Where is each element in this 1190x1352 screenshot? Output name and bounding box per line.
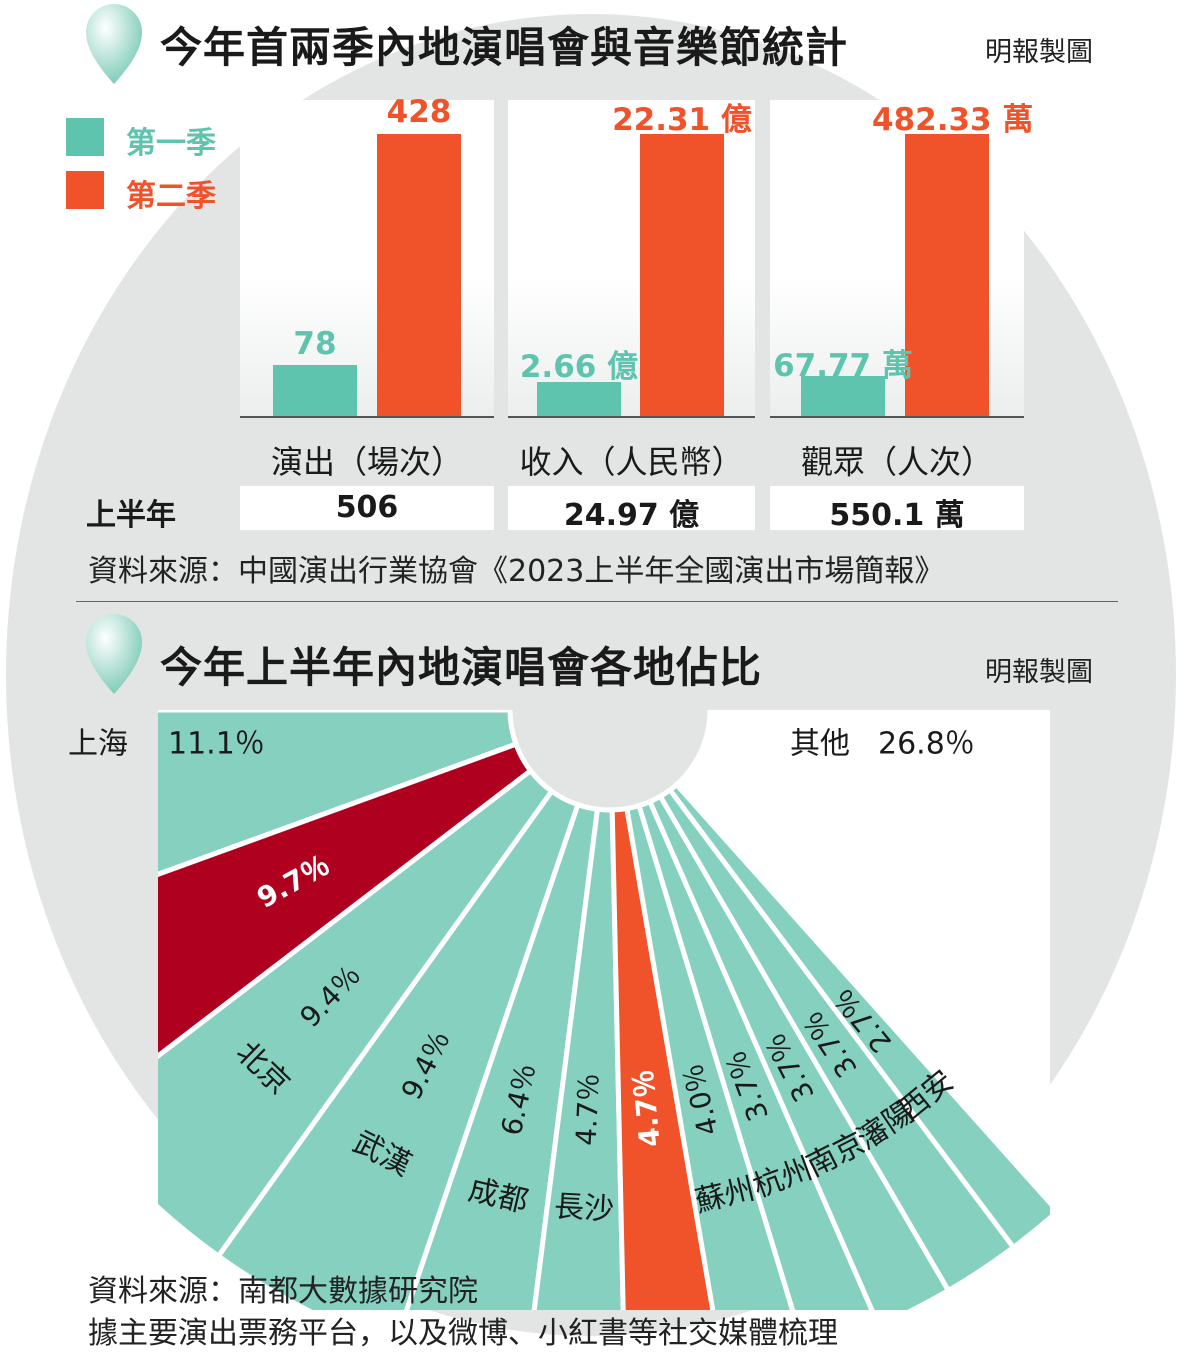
fan-slice-5 (531, 806, 626, 1310)
fan-slice-7 (623, 802, 796, 1310)
credit-label: 明報製圖 (985, 37, 1093, 68)
pin-icon (86, 4, 142, 84)
fan-slice-2 (158, 767, 556, 1260)
fan-slice-3 (214, 787, 582, 1310)
bar-value-label: 2.66 億 (519, 349, 639, 385)
chart-title: 今年首兩季內地演唱會與音樂節統計 (160, 23, 849, 72)
bar-q1-shows (273, 364, 357, 416)
fan-value-label: 26.8％ (878, 727, 975, 762)
legend-label-q2: 第二季 (126, 179, 216, 214)
bar-q2-shows (377, 134, 461, 416)
fan-category-label: 深圳 (626, 1186, 689, 1227)
total-box-audience (770, 486, 1024, 530)
legend-label-q1: 第一季 (126, 126, 216, 161)
bar-value-label: 22.31 億 (612, 102, 752, 138)
source-note-3: 據主要演出票務平台，以及微博、小紅書等社交媒體梳理 (88, 1316, 838, 1351)
total-value-revenue: 24.97 億 (563, 498, 700, 533)
pin-icon (86, 614, 142, 694)
fan-slice-1 (158, 740, 535, 1060)
total-box-shows (240, 486, 494, 530)
category-label-audience: 觀眾（人次） (800, 443, 993, 481)
fan-value-label: 11.1％ (168, 727, 265, 762)
total-box-revenue (508, 486, 755, 530)
bar-value-label: 428 (386, 94, 452, 130)
baseline-shows (240, 416, 494, 418)
fan-slice-6 (609, 805, 716, 1310)
legend-swatch-q2 (66, 171, 104, 209)
fan-category-label: 其他 (790, 727, 850, 762)
total-value-audience: 550.1 萬 (829, 498, 965, 533)
bar-q1-audience (801, 376, 885, 416)
fan-slice-11 (666, 781, 1050, 1251)
source-note-1: 資料來源：中國演出行業協會《2023上半年全國演出市場簡報》 (88, 554, 945, 589)
fan-category-label: 上海 (68, 727, 128, 762)
source-note-2: 資料來源：南都大數據研究院 (88, 1274, 478, 1309)
legend-swatch-q1 (66, 118, 104, 156)
category-label-revenue: 收入（人民幣） (519, 443, 744, 481)
bar-q1-revenue (537, 382, 621, 416)
fan-slice-12 (673, 710, 1050, 1207)
baseline-revenue (508, 416, 755, 418)
half-year-label: 上半年 (86, 498, 176, 533)
fan-slice-0 (158, 710, 520, 877)
total-value-shows: 506 (335, 490, 399, 525)
bar-q2-revenue (640, 134, 724, 416)
fan-value-label: 4.7％ (627, 1068, 667, 1148)
fan-category-label: 長沙 (553, 1189, 615, 1227)
baseline-audience (770, 416, 1024, 418)
chart-title-2: 今年上半年內地演唱會各地佔比 (160, 643, 763, 692)
category-label-shows: 演出（場次） (270, 443, 463, 481)
fan-value-label: 4.7％ (569, 1072, 606, 1146)
bar-value-label: 78 (293, 326, 337, 362)
bar-q2-audience (905, 134, 989, 416)
credit-label-2: 明報製圖 (985, 657, 1093, 688)
bar-value-label: 67.77 萬 (773, 348, 913, 384)
bar-value-label: 482.33 萬 (872, 102, 1034, 138)
section-divider (76, 601, 1118, 602)
